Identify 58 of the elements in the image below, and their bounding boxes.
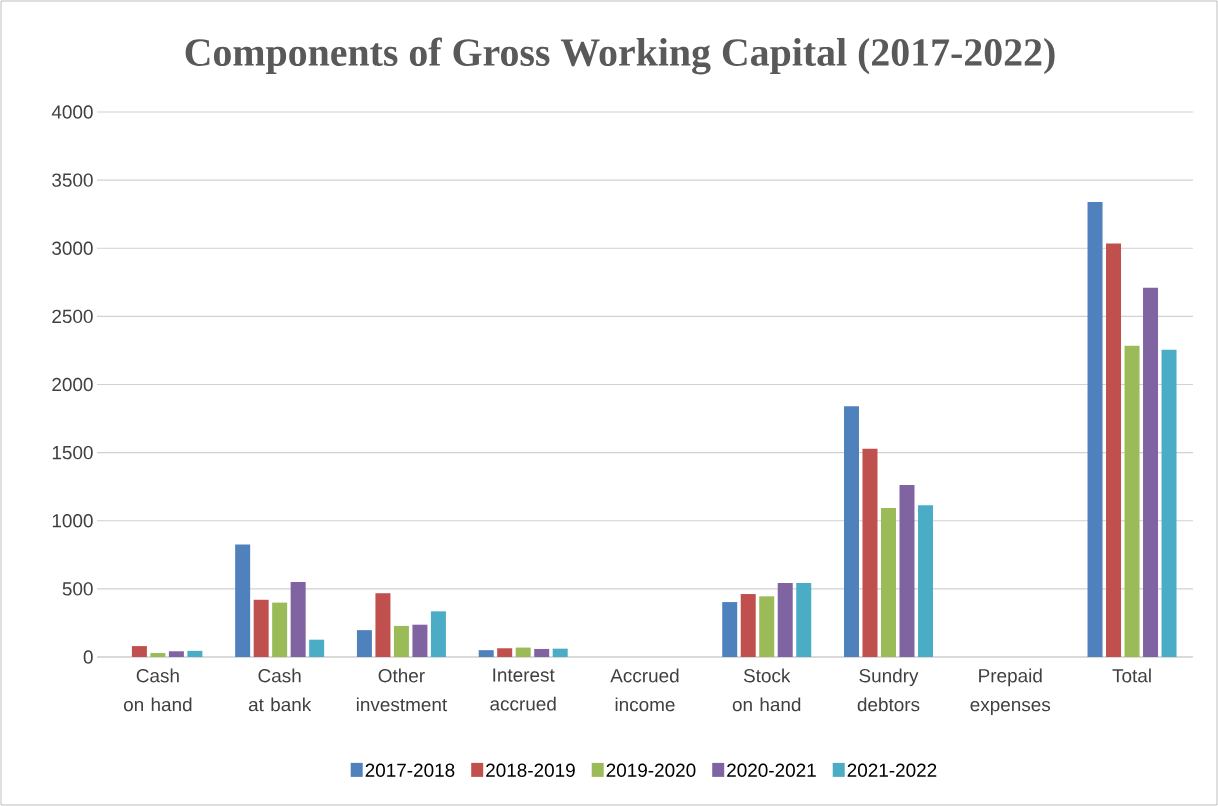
- x-tick-label: Cash on hand: [123, 668, 192, 712]
- bar: [272, 602, 288, 657]
- bar: [796, 583, 812, 657]
- legend-label: 2021-2022: [847, 763, 937, 777]
- bar: [759, 596, 775, 657]
- bar: [131, 646, 147, 657]
- bar: [862, 448, 878, 657]
- bar: [777, 583, 793, 657]
- bar: [478, 650, 494, 657]
- bar: [722, 602, 738, 657]
- bar: [1161, 349, 1177, 657]
- bar: [918, 505, 933, 657]
- y-tick-label: 1000: [52, 514, 93, 528]
- x-tick-label: Accrued income: [610, 668, 679, 712]
- bar: [309, 639, 325, 657]
- y-tick-label: 3500: [52, 173, 93, 187]
- x-tick-label: Total: [1112, 668, 1151, 683]
- bar: [740, 594, 756, 657]
- bar: [412, 624, 428, 657]
- bar: [534, 648, 550, 657]
- y-tick-label: 2000: [52, 377, 93, 392]
- bar: [515, 647, 531, 657]
- bar: [844, 406, 859, 657]
- bar: [1124, 345, 1140, 657]
- bar: [497, 648, 513, 657]
- x-tick-label: Prepaid expenses: [970, 668, 1051, 716]
- bar: [150, 653, 166, 657]
- y-tick-label: 2500: [52, 309, 93, 324]
- y-tick-label: 4000: [51, 105, 93, 119]
- legend-label: 2019-2020: [606, 763, 696, 777]
- bar: [1087, 201, 1103, 657]
- bar: [899, 485, 915, 657]
- bar: [1143, 287, 1159, 657]
- bar: [235, 544, 251, 657]
- y-tick-label: 0: [83, 650, 93, 664]
- chart-title: Components of Gross Working Capital (2017-2022): [185, 37, 1055, 75]
- bar: [552, 648, 568, 657]
- bar: [393, 625, 409, 657]
- bar: [253, 599, 269, 657]
- bar: [168, 651, 184, 657]
- x-tick-label: Sundry debtors: [857, 668, 920, 712]
- legend-label: 2018-2019: [486, 763, 575, 777]
- bar: [881, 507, 896, 657]
- legend-label: 2020-2021: [727, 763, 816, 777]
- y-tick-label: 1500: [52, 445, 93, 460]
- bar: [187, 650, 203, 657]
- x-tick-label: Other investment: [356, 668, 448, 712]
- bar: [356, 630, 372, 657]
- bar: [375, 593, 391, 657]
- legend-label: 2017-2018: [365, 763, 455, 777]
- bar: [1106, 243, 1122, 657]
- y-tick-label: 500: [62, 582, 93, 596]
- x-tick-label: Interest accrued: [490, 668, 556, 711]
- bar: [430, 611, 446, 657]
- y-tick-label: 3000: [52, 241, 93, 255]
- x-tick-label: Stock on hand: [732, 668, 801, 712]
- bar: [290, 582, 306, 657]
- x-tick-label: Cash at bank: [248, 668, 312, 712]
